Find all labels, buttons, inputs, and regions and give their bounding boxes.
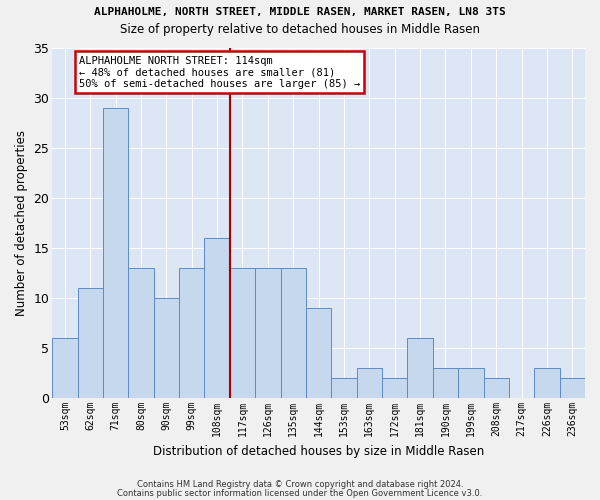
Bar [230,268,255,398]
Bar [484,378,509,398]
Bar [281,268,306,398]
Bar [560,378,585,398]
Text: Contains HM Land Registry data © Crown copyright and database right 2024.: Contains HM Land Registry data © Crown c… [137,480,463,489]
Bar [382,378,407,398]
Bar [205,238,230,398]
Bar [52,338,77,398]
Bar [407,338,433,398]
Bar [534,368,560,398]
X-axis label: Distribution of detached houses by size in Middle Rasen: Distribution of detached houses by size … [153,444,484,458]
Bar [154,298,179,398]
Text: ALPHAHOLME, NORTH STREET, MIDDLE RASEN, MARKET RASEN, LN8 3TS: ALPHAHOLME, NORTH STREET, MIDDLE RASEN, … [94,8,506,18]
Bar [433,368,458,398]
Bar [128,268,154,398]
Bar [77,288,103,398]
Text: ALPHAHOLME NORTH STREET: 114sqm
← 48% of detached houses are smaller (81)
50% of: ALPHAHOLME NORTH STREET: 114sqm ← 48% of… [79,56,360,88]
Text: Size of property relative to detached houses in Middle Rasen: Size of property relative to detached ho… [120,22,480,36]
Bar [331,378,356,398]
Text: Contains public sector information licensed under the Open Government Licence v3: Contains public sector information licen… [118,488,482,498]
Bar [458,368,484,398]
Bar [255,268,281,398]
Bar [103,108,128,398]
Bar [356,368,382,398]
Y-axis label: Number of detached properties: Number of detached properties [15,130,28,316]
Bar [306,308,331,398]
Bar [179,268,205,398]
